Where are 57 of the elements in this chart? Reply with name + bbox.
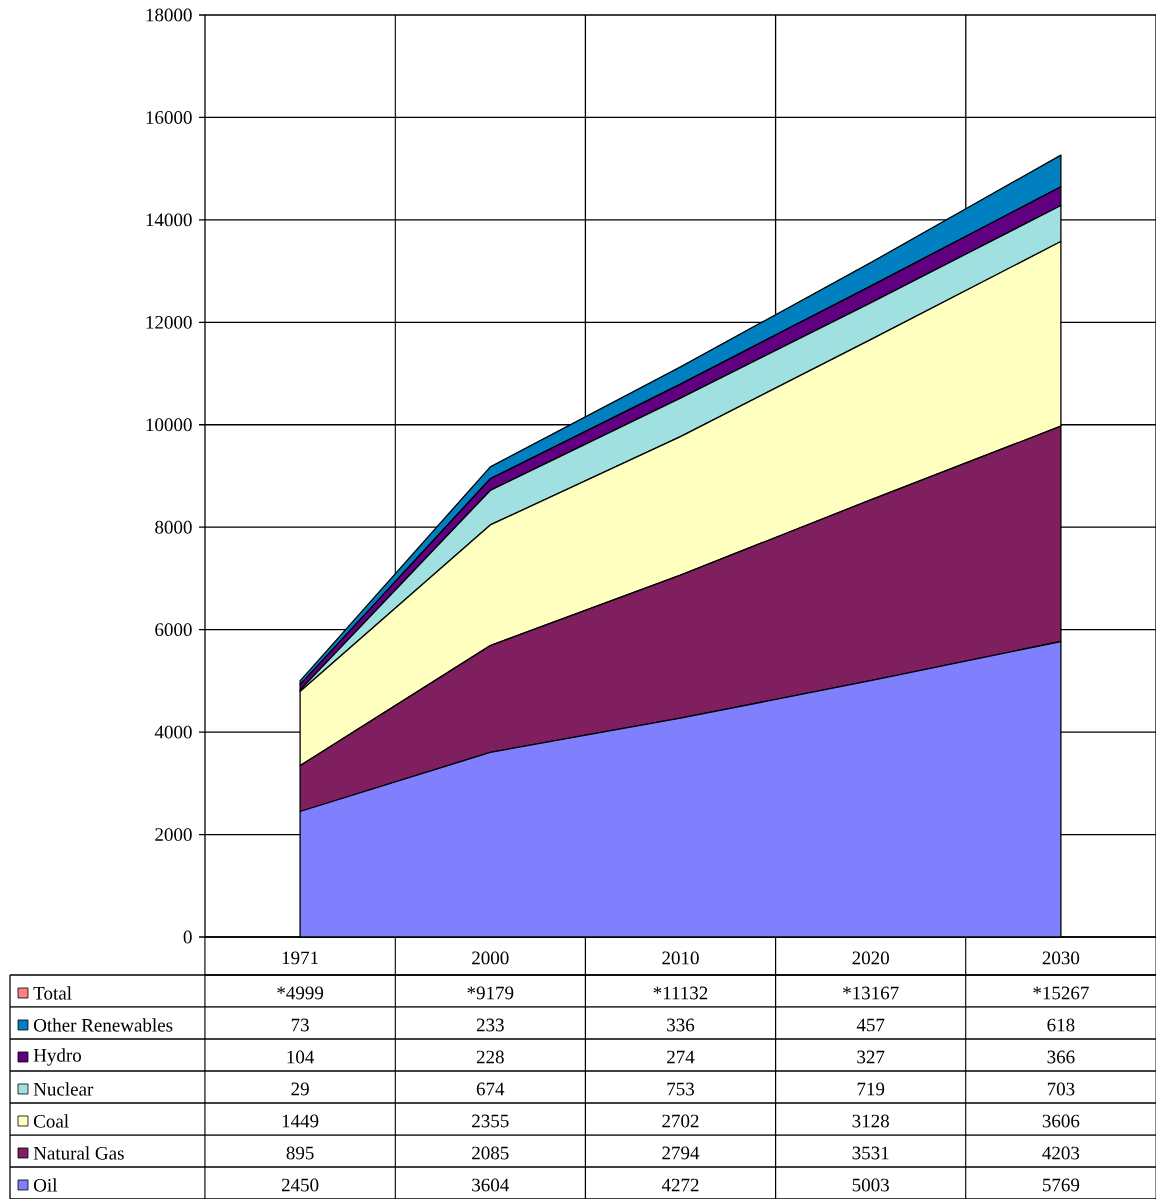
text: Total	[33, 986, 72, 1000]
legend-label: Oil	[33, 1178, 58, 1192]
legend-label: Coal	[33, 1114, 69, 1128]
legend-label: Natural Gas	[33, 1146, 124, 1160]
data-label: 327	[857, 1050, 885, 1064]
data-label: 5003	[852, 1178, 889, 1192]
text: *11132	[653, 986, 708, 1000]
data-label: 719	[857, 1082, 885, 1096]
x-tick-label: 2030	[1042, 951, 1080, 965]
data-label: 4272	[661, 1178, 699, 1192]
text: *13167	[843, 986, 899, 1000]
data-label: 2355	[472, 1114, 509, 1128]
text: *9179	[467, 986, 514, 1000]
data-label: 3606	[1042, 1114, 1080, 1128]
y-tick-label: 0	[183, 930, 192, 944]
data-label: 336	[667, 1018, 695, 1032]
data-label: 5769	[1043, 1178, 1080, 1192]
x-tick-label: 2010	[662, 951, 699, 965]
legend-label: Other Renewables	[33, 1018, 173, 1032]
y-tick-label: 12000	[146, 315, 192, 329]
text: *15267	[1033, 986, 1089, 1000]
data-label: 457	[856, 1018, 885, 1032]
data-label: 2794	[662, 1146, 700, 1160]
text: *4999	[277, 986, 324, 1000]
data-label: 895	[286, 1146, 314, 1160]
y-tick-label: 14000	[146, 213, 192, 227]
data-label: 674	[476, 1082, 505, 1096]
data-label: 2085	[472, 1146, 509, 1160]
data-label: 4203	[1042, 1146, 1080, 1160]
y-tick-label: 8000	[155, 520, 192, 534]
data-label: 104	[287, 1050, 315, 1064]
x-tick-label: 1971	[282, 951, 318, 965]
x-tick-label: 2020	[852, 951, 889, 965]
data-label: 3604	[472, 1178, 510, 1192]
data-label: 233	[476, 1018, 504, 1032]
data-label: 618	[1047, 1018, 1075, 1032]
y-tick-label: 18000	[146, 8, 192, 22]
data-label: 3531	[852, 1146, 889, 1160]
data-label: 3128	[852, 1114, 889, 1128]
y-tick-label: 2000	[155, 828, 192, 841]
data-label: 228	[476, 1050, 504, 1064]
data-label: 753	[667, 1082, 694, 1096]
data-label: 73	[291, 1018, 309, 1032]
data-label: 2450	[281, 1178, 319, 1192]
y-tick-label: 10000	[146, 418, 192, 432]
data-label: 29	[291, 1082, 309, 1096]
y-tick-label: 16000	[146, 111, 192, 124]
data-label: 274	[667, 1050, 695, 1064]
data-label: 1449	[282, 1114, 319, 1128]
data-label: 703	[1047, 1082, 1075, 1096]
legend-label: Nuclear	[33, 1082, 94, 1096]
data-label: 2702	[662, 1114, 699, 1128]
data-label: 366	[1047, 1050, 1075, 1064]
x-tick-label: 2000	[472, 951, 509, 965]
y-tick-label: 6000	[155, 623, 192, 637]
legend-label: Hydro	[33, 1048, 82, 1066]
y-tick-label: 4000	[154, 725, 192, 739]
